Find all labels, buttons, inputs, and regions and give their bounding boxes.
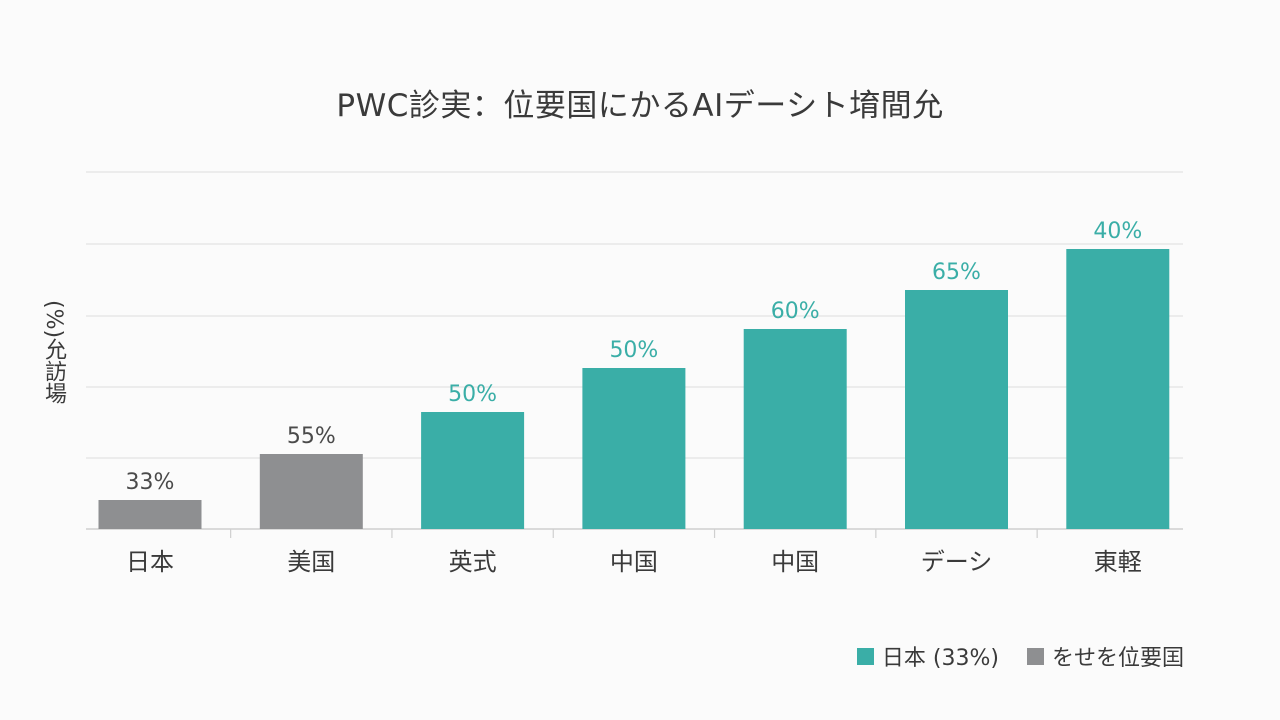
bar-1	[259, 454, 363, 529]
x-tick-label-1: 美国	[287, 548, 335, 576]
data-label-0: 33%	[126, 470, 175, 495]
legend: 日本 (33%) をせを位要囯	[856, 640, 1184, 672]
x-tick-label-5: デーシ	[921, 548, 993, 576]
bar-2	[421, 412, 525, 529]
bar-6	[1066, 249, 1170, 529]
legend-swatch-teal	[856, 647, 874, 665]
bar-4	[743, 329, 847, 529]
chart-title: PWC診実：位要国にかるAIデーシト堉間允	[336, 88, 944, 124]
legend-item-teal: 日本 (33%)	[856, 640, 999, 672]
bar-0	[98, 500, 202, 529]
data-label-6: 40%	[1093, 219, 1142, 244]
x-tick-label-2: 英式	[449, 548, 497, 576]
data-label-5: 65%	[932, 260, 981, 285]
legend-item-gray: をせを位要囯	[1026, 640, 1184, 672]
legend-label-teal: 日本 (33%)	[881, 646, 999, 671]
x-tick-label-0: 日本	[126, 548, 174, 576]
x-tick-label-3: 中国	[610, 548, 658, 576]
data-label-2: 50%	[448, 382, 497, 407]
data-label-4: 60%	[771, 299, 820, 324]
x-tick-label-4: 中国	[771, 548, 819, 576]
bar-3	[582, 368, 686, 529]
bar-5	[905, 290, 1008, 529]
legend-swatch-gray	[1026, 647, 1044, 665]
y-axis-label: (%)允訪場	[41, 300, 66, 405]
x-tick-label-6: 東軽	[1094, 548, 1142, 576]
legend-label-gray: をせを位要囯	[1051, 646, 1184, 671]
data-label-1: 55%	[287, 424, 336, 449]
data-label-3: 50%	[609, 338, 658, 363]
